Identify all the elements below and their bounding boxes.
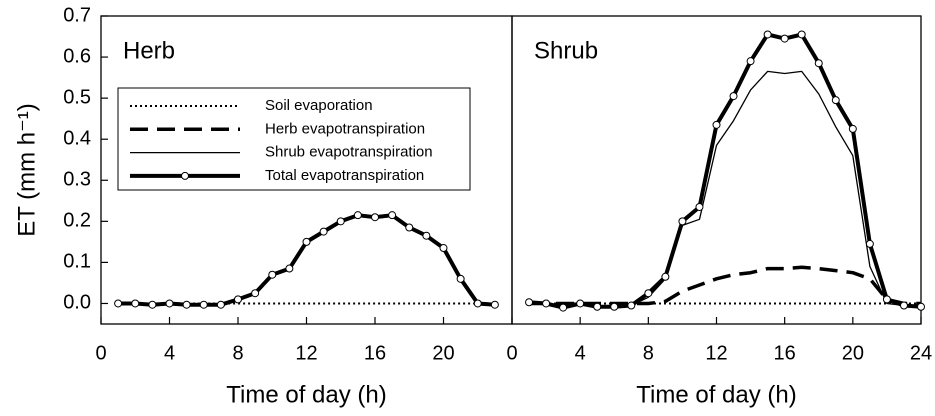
marker [114,299,123,308]
x-tick-label: 12 [705,342,727,364]
legend-label: Soil evaporation [265,97,373,114]
marker [251,289,260,298]
marker [405,223,414,232]
marker [899,301,908,310]
x-tick-label: 20 [842,342,864,364]
marker [525,298,534,307]
marker [917,302,925,311]
panel-title: Shrub [534,37,598,64]
x-tick-label: 20 [432,342,454,364]
marker [712,120,721,129]
marker [678,217,687,226]
x-tick-label: 16 [774,342,796,364]
marker [729,92,738,101]
marker [336,217,345,226]
x-tick-label: 16 [364,342,386,364]
marker [388,211,397,220]
marker [559,303,568,312]
marker [199,300,208,309]
marker [439,244,448,253]
marker [371,213,379,222]
marker [848,124,857,133]
marker [831,96,840,105]
marker [473,299,482,308]
marker [865,239,874,248]
marker [695,202,704,211]
marker [216,300,225,309]
y-tick-label: 0.2 [63,210,91,232]
marker [456,274,465,283]
marker [797,30,806,39]
marker [165,299,174,308]
x-tick-label: 24 [910,342,932,364]
y-tick-label: 0.5 [63,86,91,108]
legend-label: Herb evapotranspiration [265,120,425,137]
marker [542,299,551,308]
y-axis-label: ET (mm h⁻¹) [13,103,40,237]
y-tick-label: 0.1 [63,251,91,273]
marker [148,300,157,309]
marker [780,34,789,43]
marker [763,30,772,39]
marker [422,231,431,240]
marker [234,295,242,304]
y-tick-label: 0.0 [63,292,91,314]
marker [182,300,191,309]
y-tick-label: 0.7 [63,4,91,26]
y-tick-label: 0.4 [63,127,91,149]
legend-label: Total evapotranspiration [265,167,424,184]
series-line [118,213,496,307]
marker [627,301,636,310]
legend-label: Shrub evapotranspiration [265,144,433,161]
marker [319,227,328,236]
marker [644,289,653,298]
x-tick-label: 0 [95,342,106,364]
x-tick-label: 8 [643,342,654,364]
series-line [528,32,922,310]
marker [302,237,311,246]
x-axis-label: Time of day (h) [636,381,797,408]
marker [353,211,362,220]
panel-title: Herb [123,37,175,64]
marker [610,302,619,311]
marker [746,57,755,66]
marker [268,270,277,279]
marker [285,264,294,273]
marker [814,59,823,68]
x-tick-label: 4 [164,342,175,364]
y-tick-label: 0.3 [63,169,91,191]
legend-marker [181,171,189,180]
x-tick-label: 12 [295,342,317,364]
x-tick-label: 0 [506,342,517,364]
series-line [118,213,496,307]
marker [576,299,585,308]
marker [131,299,140,308]
y-tick-label: 0.6 [63,45,91,67]
x-tick-label: 8 [232,342,243,364]
series-line [529,265,921,306]
marker [661,272,670,281]
x-axis-label: Time of day (h) [226,381,387,408]
marker [882,295,891,304]
marker [490,300,499,309]
marker [593,302,602,311]
x-tick-label: 4 [575,342,586,364]
